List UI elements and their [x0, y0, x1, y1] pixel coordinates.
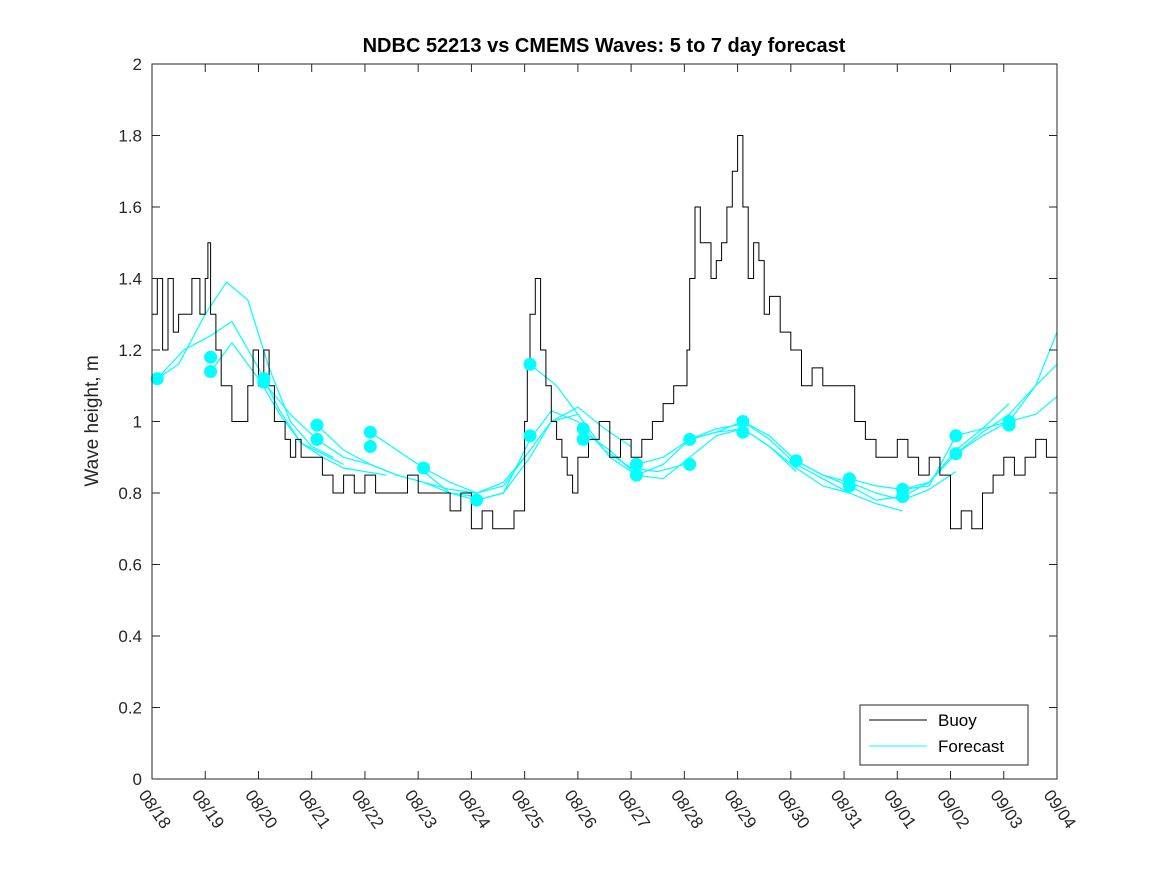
forecast-marker-group	[150, 350, 1016, 507]
forecast-line	[423, 406, 632, 501]
forecast-line	[369, 413, 579, 494]
forecast-marker	[576, 432, 590, 446]
forecast-marker	[629, 468, 643, 482]
forecast-marker	[949, 447, 963, 461]
forecast-marker	[629, 457, 643, 471]
forecast-marker	[896, 490, 910, 504]
forecast-marker	[204, 350, 218, 364]
forecast-marker	[576, 422, 590, 436]
chart-title: NDBC 52213 vs CMEMS Waves: 5 to 7 day fo…	[363, 35, 846, 57]
y-axis: 0 0.2 0.4 0.6 0.8 1 1.2 1.4 1.6 1.8 2	[118, 55, 1057, 789]
forecast-marker	[363, 440, 377, 453]
legend-box	[859, 704, 1029, 766]
legend-buoy-label: Buoy	[938, 711, 977, 730]
forecast-marker	[523, 429, 537, 443]
y-tick-label: 0.6	[118, 556, 142, 575]
y-tick-label: 0.2	[118, 699, 142, 718]
y-tick-label: 1.8	[118, 127, 142, 146]
forecast-marker	[683, 457, 697, 471]
y-tick-label: 1.2	[118, 341, 142, 360]
y-tick-label: 1	[133, 413, 142, 432]
forecast-marker	[842, 479, 856, 493]
forecast-marker	[417, 461, 430, 475]
y-tick-label: 0.4	[118, 627, 142, 646]
forecast-marker	[736, 415, 750, 428]
forecast-marker	[683, 432, 697, 446]
forecast-marker	[523, 357, 537, 371]
forecast-marker	[736, 425, 750, 439]
y-tick-label: 1.4	[118, 270, 142, 289]
forecast-marker	[363, 425, 377, 439]
forecast-marker	[310, 432, 324, 446]
forecast-marker	[1002, 418, 1016, 432]
y-tick-label: 0.8	[118, 484, 142, 503]
forecast-marker	[204, 365, 218, 378]
y-tick-label: 2	[133, 55, 142, 74]
forecast-marker	[949, 429, 963, 443]
legend-forecast-label: Forecast	[938, 737, 1004, 756]
y-tick-label: 1.6	[118, 198, 142, 217]
forecast-marker	[257, 375, 271, 389]
legend: Buoy Forecast	[859, 704, 1029, 766]
forecast-marker	[310, 418, 324, 432]
forecast-marker	[470, 493, 484, 507]
y-axis-label: Wave height, m	[82, 355, 103, 486]
forecast-line	[316, 424, 526, 494]
y-tick-label: 0	[133, 770, 142, 789]
forecast-marker	[150, 372, 164, 386]
forecast-marker	[789, 454, 803, 468]
plot-lines	[150, 135, 1057, 530]
forecast-line	[902, 331, 1057, 490]
